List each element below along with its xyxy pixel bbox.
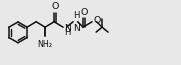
Text: N: N [64, 24, 71, 33]
Text: NH₂: NH₂ [38, 40, 53, 49]
Text: H: H [74, 11, 80, 20]
Text: H: H [64, 28, 70, 37]
Text: O: O [93, 16, 100, 25]
Text: N: N [74, 24, 80, 33]
Text: O: O [51, 2, 59, 11]
Text: O: O [80, 8, 88, 17]
